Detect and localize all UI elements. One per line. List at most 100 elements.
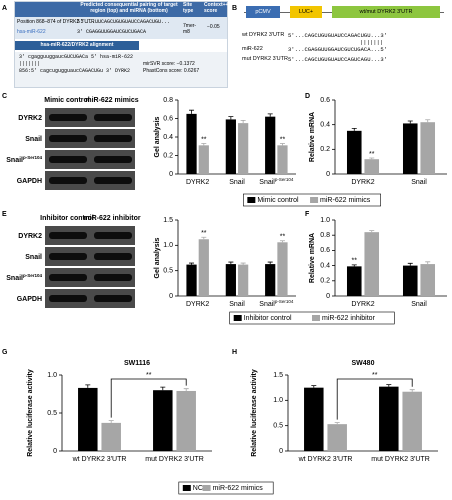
blot-band [49,295,87,302]
y-tick-label: 0.8 [320,232,330,239]
score-line: mirSVR score: −0.1372 [143,61,195,67]
target-table: Predicted consequential pairing of targe… [14,1,228,88]
blot-row-label: Snail [25,254,42,261]
x-tick-label-sup: p-Ser104 [275,177,294,182]
legend-label: miR-622 mimics [213,485,264,492]
blot-band [94,232,132,239]
sequence-name: mut DYRK2 3'UTR [242,56,288,62]
x-tick-label: wt DYRK2 3'UTR [72,456,127,463]
bar [277,145,288,174]
blot-column-label: miR-622 inhibitor [83,215,140,222]
x-tick-label: Snailp-Ser104 [259,299,294,308]
table-header [15,2,227,17]
x-tick-label-main: DYRK2 [351,179,374,186]
y-tick-label: 0.6 [320,97,330,104]
error-bar [386,384,392,387]
y-tick-label: 0 [279,448,283,455]
legend-swatch [233,315,242,321]
x-tick-label-main: Snail [259,179,275,186]
significance-mark: ** [352,258,358,265]
y-tick-label: 0.5 [273,423,283,430]
bar [198,239,209,296]
x-tick-label: Snail [411,179,427,186]
blot-strip [45,247,135,266]
error-bar [85,384,91,388]
blot-row-label-main: DYRK2 [18,115,42,122]
error-bar [409,389,415,392]
legend-label: Mimic control [257,197,299,204]
error-bar [267,113,273,117]
utr-box: wt/mut DYRK2 3'UTR [332,6,440,18]
legend-label: NC [193,485,203,492]
blot-band [49,135,87,142]
blot-band [94,177,132,184]
y-tick-label: 0.4 [320,122,330,129]
legend-box [178,481,274,495]
bar [225,264,236,296]
panel-label: C [2,93,7,100]
panel-label: A [2,5,7,12]
error-bar [201,143,207,146]
bar [186,264,197,296]
bar [198,145,209,174]
error-bar [351,264,357,267]
blot-band [94,295,132,302]
y-tick-label: 1.0 [163,242,173,249]
error-bar [407,120,413,124]
y-tick-label: 0 [169,293,173,300]
legend-swatch [247,197,256,203]
header-cell: Predicted consequential pairing of targe… [80,2,178,14]
bracket-label: ** [372,372,378,379]
x-tick-label: Snailp-Ser104 [259,177,294,186]
x-tick-label: Snail [411,301,427,308]
bar [402,123,418,174]
y-tick-label: 1.0 [320,217,330,224]
error-bar [279,240,285,243]
sequence-name: wt DYRK2 3'UTR [242,32,285,38]
bar [238,123,249,174]
bar [346,266,362,296]
legend-swatch [182,485,191,491]
blot-strip [45,268,135,287]
x-tick-label-main: DYRK2 [186,301,209,308]
x-tick-label: DYRK2 [351,179,374,186]
blot-row-label-main: DYRK2 [18,233,42,240]
error-bar [369,157,375,160]
bar [265,116,276,174]
blot-strip [45,289,135,308]
score-line: PhastCons score: 0.6267 [143,68,200,74]
error-bar [183,388,189,391]
bar [225,119,236,174]
blot-band [49,253,87,260]
panel-label: H [232,349,237,356]
error-bar [334,422,340,425]
bar [304,387,324,451]
y-tick-label: 1.0 [273,397,283,404]
chart-title: SW480 [352,360,375,367]
legend-swatch [310,197,319,203]
bar [402,391,422,451]
luciferase-box: LUC+ [290,6,322,18]
sequence-name: miR-622 [242,46,263,52]
x-tick-label: wt DYRK2 3'UTR [298,456,353,463]
construct: pCMV LUC+ wt/mut DYRK2 3'UTR wt DYRK2 3'… [242,2,450,82]
x-tick-label-main: Snail [259,301,275,308]
bar [101,422,121,451]
y-tick-label: 1.5 [273,372,283,379]
error-bar [201,236,207,240]
blot-band [49,114,87,121]
bar [238,264,249,296]
bar [364,159,380,174]
panel-label: B [232,5,237,12]
significance-mark: ** [201,230,207,237]
blot-strip [45,226,135,245]
legend-box [229,311,395,325]
alignment-box [15,52,227,87]
x-tick-label: DYRK2 [351,301,374,308]
error-bar [279,143,285,146]
x-tick-label-main: wt DYRK2 3'UTR [298,456,353,463]
y-tick-label: 0 [326,171,330,178]
x-tick-label-main: Snail [411,179,427,186]
